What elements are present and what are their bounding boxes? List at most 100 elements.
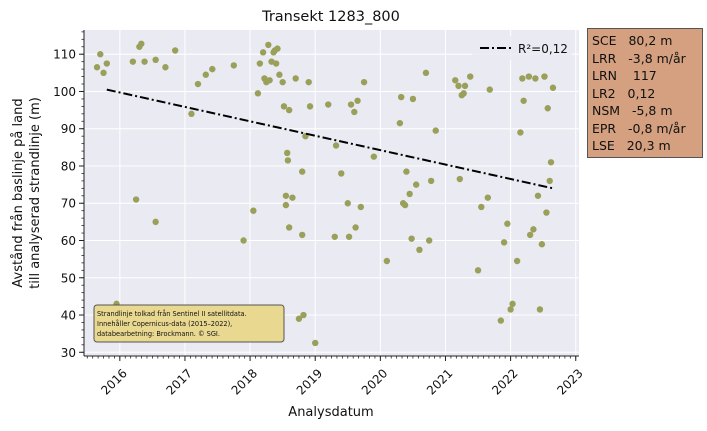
data-point	[282, 201, 290, 209]
chart-title: Transekt 1283_800	[261, 9, 400, 25]
x-tick-label: 2021	[424, 366, 455, 397]
data-point	[284, 149, 291, 157]
y-axis-label-line-2: till analyserad strandlinje (m)	[28, 97, 43, 289]
data-point	[396, 119, 404, 127]
stat-label: SCE	[592, 33, 617, 48]
data-point	[357, 203, 365, 211]
stat-row-nsm: NSM -5,8 m	[592, 102, 698, 120]
data-point	[432, 127, 439, 134]
stat-label: LRR	[592, 50, 617, 66]
stat-row-lrn: LRN 117	[592, 67, 698, 85]
data-point	[280, 103, 288, 110]
data-point	[455, 82, 462, 90]
data-point	[416, 246, 423, 254]
data-point	[519, 75, 526, 82]
data-point	[352, 224, 359, 231]
data-point	[549, 84, 557, 91]
data-point	[279, 78, 286, 86]
data-point	[408, 235, 415, 242]
source-note-box	[93, 304, 285, 343]
data-point	[422, 69, 430, 77]
data-point	[272, 60, 280, 67]
x-axis-label: Analysdatum	[288, 405, 373, 420]
data-point	[152, 56, 159, 64]
stat-label: EPR	[592, 120, 617, 136]
data-point	[486, 86, 493, 93]
data-point	[132, 196, 140, 203]
x-tick-label: 2020	[359, 366, 390, 397]
stat-row-epr: EPR -0,8 m/år	[592, 120, 698, 138]
data-point	[360, 78, 368, 86]
stat-label: LSE	[592, 138, 615, 153]
data-point	[520, 97, 527, 104]
data-point	[461, 82, 469, 90]
data-point	[526, 231, 534, 239]
data-point	[427, 177, 435, 185]
stat-value: 117	[632, 68, 657, 83]
data-point	[141, 58, 148, 65]
data-point	[425, 237, 433, 244]
stat-row-lse: LSE 20,3 m	[592, 137, 698, 155]
y-tick-label: 100	[53, 85, 76, 99]
data-point	[397, 93, 405, 101]
data-point	[256, 60, 264, 67]
data-point	[536, 306, 544, 313]
y-axis-label-line-1: Avstånd från baslinje på land	[11, 98, 26, 287]
x-tick-label: 2018	[229, 366, 260, 397]
data-point	[300, 311, 307, 319]
data-point	[544, 105, 551, 112]
data-point	[295, 315, 303, 322]
data-point	[460, 90, 467, 97]
y-tick-label: 110	[53, 48, 76, 62]
data-point	[274, 45, 281, 52]
data-point	[230, 62, 238, 69]
data-point	[541, 73, 548, 80]
data-point	[474, 267, 482, 274]
stat-label: LR2	[592, 85, 616, 101]
data-point	[538, 241, 546, 248]
data-point	[97, 51, 104, 58]
plot-background	[84, 30, 579, 356]
data-point	[517, 129, 524, 136]
source-note-line-3: databearbetning: Brockmann. © SGI.	[97, 330, 220, 338]
y-tick-label: 40	[61, 309, 76, 323]
data-point	[406, 190, 413, 198]
y-tick-label: 30	[61, 346, 76, 360]
data-point	[129, 58, 137, 65]
data-point	[202, 71, 209, 78]
data-point	[546, 177, 553, 185]
data-point	[276, 71, 283, 78]
data-point	[194, 80, 202, 88]
data-point	[188, 110, 195, 118]
stat-value: 0,12	[627, 85, 656, 101]
data-point	[452, 77, 459, 84]
source-note: Strandlinje tolkad från Sentinel II sate…	[93, 304, 285, 343]
data-point	[259, 49, 267, 56]
data-point	[250, 207, 257, 214]
data-point	[305, 78, 312, 86]
data-point	[403, 168, 410, 175]
y-tick-label: 50	[61, 271, 76, 285]
data-point	[370, 153, 378, 160]
x-tick-label: 2017	[164, 366, 195, 397]
stat-label: LRN	[592, 68, 617, 83]
data-point	[412, 181, 420, 188]
data-point	[332, 142, 340, 149]
data-point	[456, 175, 464, 183]
data-point	[532, 75, 539, 82]
data-point	[401, 201, 409, 209]
data-point	[484, 194, 492, 201]
data-point	[240, 237, 247, 244]
data-point	[344, 200, 351, 207]
y-tick-label: 60	[61, 234, 76, 248]
data-point	[547, 159, 555, 166]
data-point	[383, 257, 391, 265]
x-tick-label: 2016	[98, 366, 129, 397]
stat-value: 80,2 m	[628, 33, 673, 48]
data-point	[254, 90, 262, 97]
data-points	[93, 40, 557, 347]
y-tick-label: 80	[61, 159, 76, 173]
data-point	[351, 108, 358, 116]
data-point	[497, 317, 505, 324]
data-point	[354, 97, 361, 104]
